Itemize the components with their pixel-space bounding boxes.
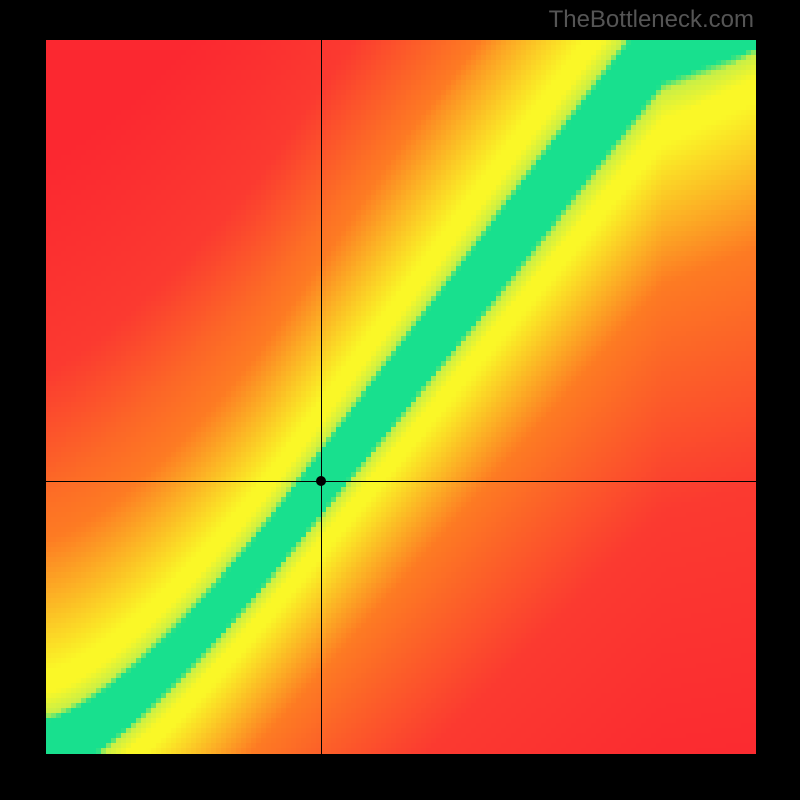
chart-frame: TheBottleneck.com bbox=[0, 0, 800, 800]
watermark-text: TheBottleneck.com bbox=[549, 6, 754, 34]
crosshair-vertical bbox=[321, 40, 322, 754]
crosshair-horizontal bbox=[46, 481, 756, 482]
heatmap-canvas bbox=[46, 40, 756, 754]
plot-area bbox=[46, 40, 756, 754]
crosshair-marker bbox=[316, 476, 326, 486]
